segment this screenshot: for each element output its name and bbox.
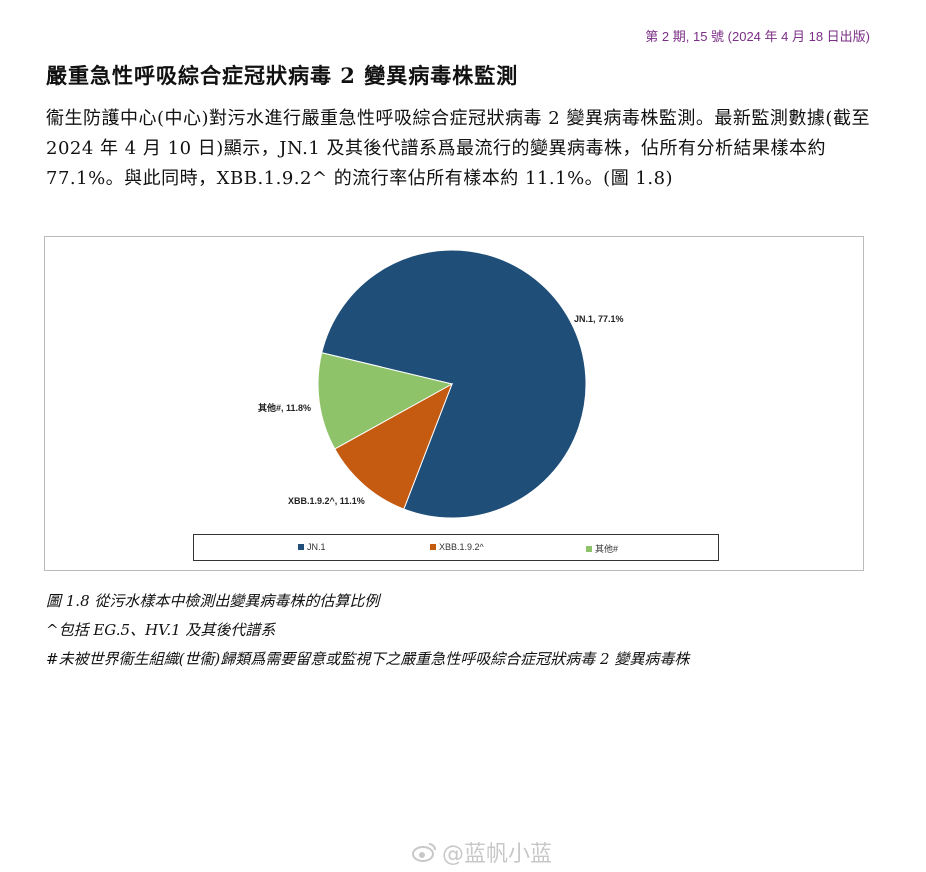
- weibo-icon: [412, 843, 436, 862]
- pie-slice-1: [334, 382, 453, 510]
- pie-slice-2: [317, 352, 454, 450]
- legend-swatch: [298, 544, 304, 550]
- pie-slice-0: [321, 249, 587, 519]
- figure-caption: 圖 1.8 從污水樣本中檢測出變異病毒株的估算比例: [46, 592, 380, 610]
- footnote-hash: #未被世界衞生組織(世衞)歸類爲需要留意或監視下之嚴重急性呼吸綜合症冠狀病毒 2…: [46, 650, 690, 668]
- body-paragraph: 衞生防護中心(中心)對污水進行嚴重急性呼吸綜合症冠狀病毒 2 變異病毒株監測。最…: [46, 108, 870, 189]
- watermark-text: @蓝帆小蓝: [442, 842, 553, 867]
- chart-legend: JN.1 XBB.1.9.2^ 其他#: [193, 534, 719, 561]
- watermark: @蓝帆小蓝: [412, 836, 552, 868]
- label-jn1: JN.1, 77.1%: [574, 314, 624, 324]
- pie-svg: [317, 249, 587, 519]
- legend-item-others: 其他#: [586, 542, 618, 555]
- legend-item-jn1: JN.1: [298, 542, 326, 552]
- legend-item-xbb: XBB.1.9.2^: [430, 542, 484, 552]
- pie-chart: JN.1, 77.1% XBB.1.9.2^, 11.1% 其他#, 11.8%…: [44, 236, 864, 571]
- legend-label: XBB.1.9.2^: [439, 542, 484, 552]
- section-title: 嚴重急性呼吸綜合症冠狀病毒 2 變異病毒株監測: [46, 63, 519, 88]
- legend-swatch: [586, 545, 592, 552]
- label-others: 其他#, 11.8%: [258, 403, 312, 413]
- footnote-caret: ^包括 EG.5、HV.1 及其後代譜系: [46, 621, 276, 639]
- legend-label: 其他#: [595, 544, 619, 554]
- label-xbb: XBB.1.9.2^, 11.1%: [288, 496, 365, 506]
- legend-label: JN.1: [307, 542, 326, 552]
- issue-info: 第 2 期, 15 號 (2024 年 4 月 18 日出版): [645, 29, 870, 44]
- legend-swatch: [430, 544, 436, 550]
